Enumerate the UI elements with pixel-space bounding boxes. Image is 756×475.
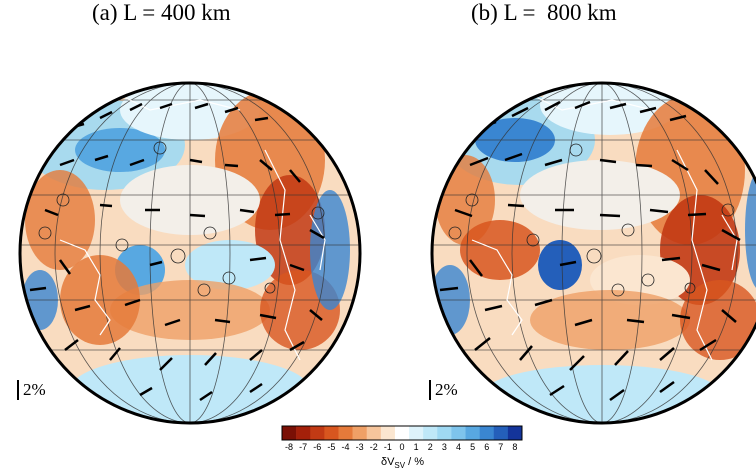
colorbar-tick-label: 0: [399, 442, 405, 452]
colorbar-tick-label: 6: [484, 442, 490, 452]
colorbar-swatch: [394, 426, 410, 440]
scale-bar-a-label: 2%: [23, 380, 46, 399]
colorbar-label-tail: / %: [405, 456, 425, 468]
colorbar-tick-label: -7: [299, 442, 308, 452]
colorbar-tick-label: -8: [285, 442, 294, 452]
colorbar-tick-label: -6: [313, 442, 322, 452]
colorbar-label: δVSV / %: [281, 456, 524, 470]
scale-bar-b-label: 2%: [435, 380, 458, 399]
colorbar-swatch: [437, 426, 452, 440]
colorbar-swatch: [282, 426, 297, 440]
colorbar-tick-label: -4: [341, 442, 350, 452]
colorbar-tick-label: 2: [427, 442, 433, 452]
scale-bar-b-line: [429, 380, 431, 400]
colorbar-swatch: [380, 426, 396, 440]
colorbar-tick-label: -2: [369, 442, 378, 452]
coastlines-a: [59, 94, 326, 361]
anisotropy-bars-a: [29, 102, 325, 402]
hotspots-a: [38, 141, 325, 297]
colorbar-tick-label: 1: [413, 442, 419, 452]
colorbar-tick-label: -1: [383, 442, 392, 452]
scale-bar-a-line: [17, 380, 19, 400]
colorbar-tick-label: -3: [355, 442, 364, 452]
colorbar-tick-label: 8: [512, 442, 518, 452]
colorbar-tick-label: -5: [327, 442, 336, 452]
graticule-a: [20, 83, 360, 423]
colorbar-label-sub: SV: [394, 461, 406, 471]
colorbar-swatch: [451, 426, 466, 440]
colorbar-swatch: [409, 426, 424, 440]
panel-a-title: (a) L = 400 km: [92, 0, 231, 25]
hotspots-b: [448, 143, 735, 297]
colorbar-swatch: [423, 426, 438, 440]
colorbar-tick-label: 4: [455, 442, 461, 452]
colorbar-swatch: [493, 426, 509, 440]
colorbar-tick-label: 5: [470, 442, 476, 452]
colorbar-tick-label: 7: [498, 442, 504, 452]
panel-b-title: (b) L = 800 km: [471, 0, 617, 25]
colorbar-swatch: [310, 426, 325, 440]
colorbar-swatch: [338, 426, 353, 440]
coastlines-b: [471, 94, 738, 361]
graticule-b: [432, 83, 756, 423]
globe-a: [18, 81, 362, 425]
colorbar-swatch: [465, 426, 480, 440]
globe-b: [430, 81, 756, 425]
colorbar-swatch: [296, 426, 311, 440]
colorbar-tick-label: 3: [441, 442, 447, 452]
anisotropy-bars-b: [439, 100, 741, 402]
colorbar-swatch: [479, 426, 495, 440]
colorbar-frame: [281, 425, 523, 441]
colorbar-swatch: [507, 426, 523, 440]
colorbar-swatch: [352, 426, 368, 440]
colorbar-ticks: -8 -7 -6 -5 -4 -3 -2 -1 0 1 2 3 4 5 6 7 8: [281, 442, 524, 453]
colorbar-swatches: [281, 425, 523, 441]
colorbar-swatch: [324, 426, 339, 440]
colorbar-label-main: δV: [380, 456, 395, 468]
colorbar: -8 -7 -6 -5 -4 -3 -2 -1 0 1 2 3 4 5 6 7 8 δVSV / %: [281, 425, 524, 475]
colorbar-swatch: [366, 426, 382, 440]
